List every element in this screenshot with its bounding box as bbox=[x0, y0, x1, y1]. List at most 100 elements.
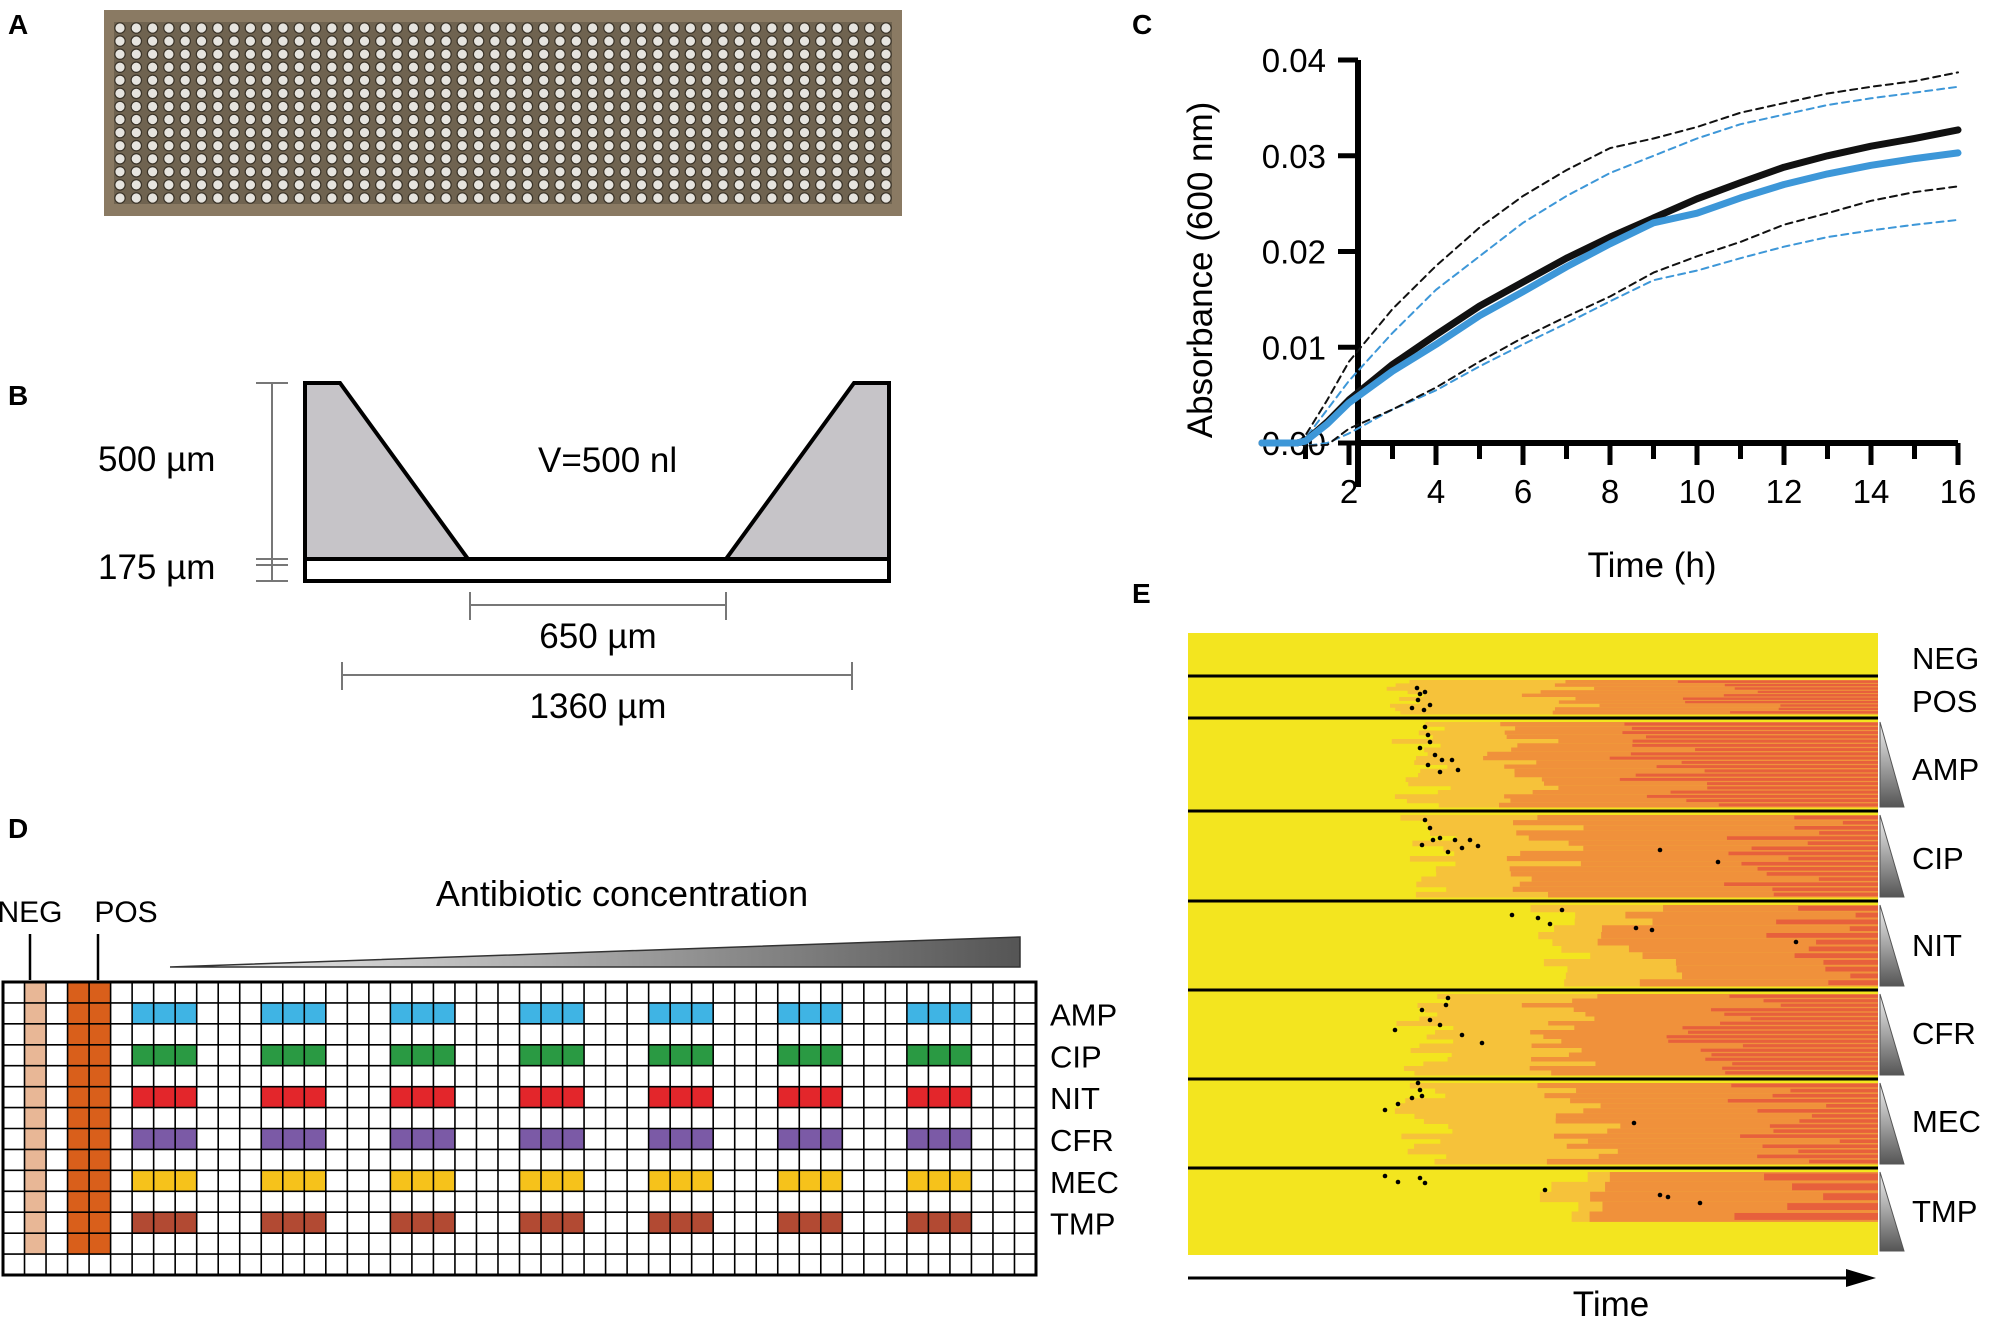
bottom-width-label: 650 µm bbox=[539, 617, 656, 656]
chip-well bbox=[684, 87, 697, 100]
chip-well bbox=[635, 22, 648, 34]
antibiotic-well-CFR bbox=[390, 1128, 412, 1150]
chip-well bbox=[277, 48, 289, 60]
heat-row-mid bbox=[1553, 1133, 1878, 1140]
heat-row-dark bbox=[1757, 867, 1878, 871]
chip-well bbox=[798, 126, 811, 139]
chip-well bbox=[521, 113, 534, 126]
chip-well bbox=[342, 22, 354, 34]
chip-well bbox=[863, 100, 876, 113]
heat-row-mid bbox=[1620, 1123, 1878, 1130]
detection-dot bbox=[1449, 757, 1455, 763]
pos-control-well bbox=[67, 982, 90, 1003]
chip-well bbox=[668, 179, 680, 191]
chip-well bbox=[863, 22, 876, 34]
concentration-wedge bbox=[169, 936, 1021, 968]
chip-well bbox=[309, 139, 322, 152]
chip-well bbox=[326, 139, 338, 152]
chip-well bbox=[440, 35, 452, 47]
base-plate bbox=[303, 557, 891, 583]
chip-well bbox=[749, 153, 762, 165]
heat-row-dark bbox=[1751, 846, 1878, 851]
chip-well bbox=[212, 166, 224, 178]
chip-well bbox=[847, 87, 860, 100]
antibiotic-well-CIP bbox=[541, 1044, 563, 1066]
chip-well bbox=[260, 61, 273, 73]
chip-well bbox=[244, 166, 257, 178]
chip-well bbox=[684, 126, 697, 139]
antibiotic-well-CIP bbox=[175, 1044, 197, 1066]
chip-well bbox=[505, 35, 517, 47]
chip-well bbox=[326, 35, 338, 47]
chip-well bbox=[391, 61, 403, 73]
chip-well bbox=[554, 48, 566, 60]
chip-well bbox=[228, 192, 240, 204]
series-line-blue-upper bbox=[1261, 85, 1959, 444]
chip-well bbox=[130, 35, 143, 47]
chip-well bbox=[163, 87, 175, 100]
plate-grid bbox=[1, 980, 1038, 1277]
chip-well bbox=[326, 61, 338, 73]
detection-dot bbox=[1417, 1087, 1423, 1093]
volume-label: V=500 nl bbox=[538, 441, 677, 480]
antibiotic-well-NIT bbox=[132, 1086, 154, 1108]
heat-row-dark bbox=[1707, 786, 1878, 790]
chip-well bbox=[146, 126, 159, 139]
chip-well bbox=[700, 192, 713, 204]
antibiotic-well-CIP bbox=[261, 1044, 283, 1066]
chip-well bbox=[244, 126, 257, 139]
pos-control-well bbox=[67, 1023, 90, 1045]
chip-well bbox=[440, 192, 452, 204]
detection-dot bbox=[1415, 697, 1421, 703]
antibiotic-well-TMP bbox=[949, 1212, 972, 1234]
heat-row-dark bbox=[1682, 697, 1878, 700]
antibiotic-well-AMP bbox=[304, 1002, 326, 1024]
chip-well bbox=[244, 113, 257, 126]
antibiotic-well-TMP bbox=[153, 1212, 176, 1234]
antibiotic-well-CFR bbox=[261, 1128, 283, 1150]
antibiotic-well-AMP bbox=[433, 1002, 455, 1024]
pos-label: POS bbox=[94, 896, 157, 929]
chip-well bbox=[277, 153, 289, 165]
chip-well bbox=[244, 87, 257, 100]
chip-well bbox=[570, 179, 583, 191]
chip-well bbox=[766, 126, 778, 139]
chip-well bbox=[717, 22, 729, 34]
antibiotic-well-CFR bbox=[541, 1128, 563, 1150]
chip-well bbox=[489, 74, 501, 87]
chip-well bbox=[179, 192, 191, 204]
detection-dot bbox=[1417, 745, 1423, 751]
chip-well bbox=[537, 113, 550, 126]
right-wall bbox=[722, 381, 891, 561]
chip-well bbox=[407, 179, 420, 191]
detection-dot bbox=[1395, 1179, 1401, 1185]
chip-well bbox=[326, 74, 338, 87]
chip-well bbox=[586, 35, 599, 47]
chip-well bbox=[163, 153, 175, 165]
chip-well bbox=[163, 166, 175, 178]
detection-dot bbox=[1432, 752, 1438, 758]
chip-well bbox=[130, 166, 143, 178]
chip-well bbox=[114, 22, 126, 34]
heat-row-dark bbox=[1794, 953, 1878, 958]
detection-dot bbox=[1657, 847, 1663, 853]
heat-row-dark bbox=[1619, 777, 1878, 781]
heat-row-dark bbox=[1825, 966, 1878, 972]
chip-well bbox=[766, 100, 778, 113]
concentration-wedge-small bbox=[1879, 993, 1905, 1076]
detection-dot bbox=[1430, 837, 1436, 843]
antibiotic-well-AMP bbox=[949, 1002, 972, 1024]
heat-row-dark bbox=[1740, 1134, 1878, 1138]
heat-row-dark bbox=[1823, 1193, 1878, 1201]
antibiotic-well-MEC bbox=[562, 1170, 585, 1192]
antibiotic-label-MEC: MEC bbox=[1050, 1165, 1119, 1200]
chip-well bbox=[505, 22, 517, 34]
chip-well bbox=[342, 87, 354, 100]
chip-well bbox=[195, 179, 208, 191]
heat-row-mid bbox=[1528, 835, 1878, 842]
chip-well bbox=[277, 139, 289, 152]
chip-well bbox=[440, 113, 452, 126]
chip-well bbox=[570, 87, 583, 100]
chip-well bbox=[130, 87, 143, 100]
heat-row-mid bbox=[1601, 925, 1878, 933]
